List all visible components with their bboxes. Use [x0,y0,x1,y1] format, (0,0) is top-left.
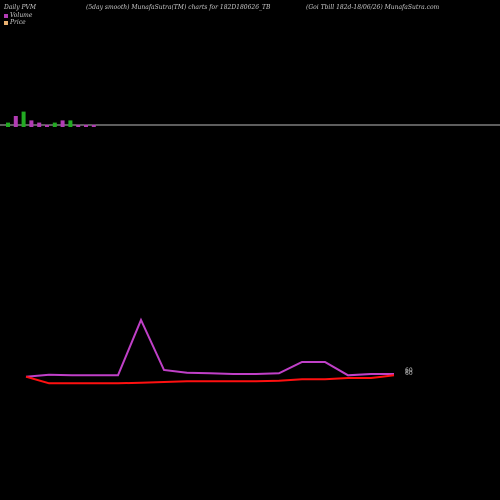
volume-line [25,317,394,378]
end-label: 60 [405,370,413,377]
legend-price: Price [4,19,26,26]
header-left: Daily PVM [4,4,37,11]
volume-bar [29,120,34,127]
legend-volume-label: Volume [10,12,33,19]
volume-bar [52,122,57,127]
volume-bar [13,116,18,127]
header-right: (Goi Tbill 182d-18/06/26) MunafaSutra.co… [306,4,440,11]
price-swatch [4,20,8,25]
price-line [25,374,395,385]
volume-bar [84,124,88,127]
volume-bar [6,122,10,127]
volume-bar [68,120,73,127]
end-label: 60 [405,367,413,374]
legend-price-label: Price [10,19,26,26]
volume-bar [76,124,81,127]
volume-bar [21,111,26,127]
volume-bar [60,120,65,127]
header-center: (5day smooth) MunafaSutra(TM) charts for… [86,4,271,11]
legend-volume: Volume [4,12,32,19]
volume-bar [91,124,96,127]
volume-bar [45,124,49,127]
volume-bar [37,122,42,127]
volume-swatch [4,13,8,18]
